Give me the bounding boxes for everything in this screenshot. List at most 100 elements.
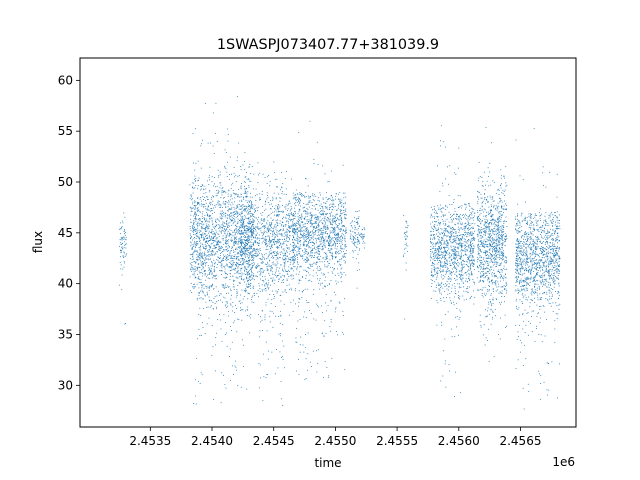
data-point (245, 267, 247, 269)
data-point (341, 202, 343, 204)
data-point (449, 280, 451, 282)
data-point (261, 190, 263, 192)
data-point (213, 275, 215, 277)
data-point (208, 220, 210, 222)
data-point (279, 223, 281, 225)
data-point (307, 229, 309, 231)
data-point (217, 189, 219, 191)
data-point (200, 203, 202, 205)
data-point (466, 242, 468, 244)
data-point (295, 273, 297, 275)
data-point (405, 247, 407, 249)
data-point (309, 223, 311, 225)
data-point (285, 208, 287, 210)
data-point (299, 226, 301, 228)
data-point (284, 225, 286, 227)
data-point (354, 232, 356, 234)
data-point (192, 269, 194, 271)
data-point (229, 216, 231, 218)
data-point (254, 211, 255, 213)
data-point (309, 309, 311, 311)
data-point (253, 173, 255, 175)
data-point (298, 279, 300, 281)
data-point (329, 242, 331, 244)
data-point (250, 248, 252, 250)
data-point (407, 225, 409, 227)
data-point (246, 211, 248, 213)
data-point (201, 322, 203, 324)
data-point (344, 235, 346, 237)
data-point (242, 164, 244, 166)
data-point (212, 195, 214, 197)
data-point (220, 402, 222, 404)
data-point (226, 226, 228, 228)
data-point (225, 265, 227, 267)
data-point (214, 232, 216, 234)
data-point (250, 173, 252, 175)
data-point (279, 220, 281, 222)
data-point (322, 249, 324, 251)
data-point (339, 259, 341, 261)
data-point (211, 217, 213, 219)
data-point (317, 278, 319, 280)
data-point (310, 211, 312, 213)
data-point (195, 229, 197, 231)
data-point (299, 201, 301, 203)
data-point (317, 219, 319, 221)
data-point (208, 225, 210, 227)
data-point (299, 230, 301, 232)
data-point (334, 232, 336, 234)
data-point (209, 202, 211, 204)
data-point (448, 278, 450, 280)
data-point (197, 215, 199, 217)
data-point (191, 199, 193, 201)
data-point (432, 231, 434, 233)
data-point (303, 234, 305, 236)
data-point (319, 288, 321, 290)
data-point (317, 258, 319, 260)
data-point (314, 216, 316, 218)
data-point (206, 238, 208, 240)
data-point (276, 231, 278, 233)
data-point (302, 276, 304, 277)
data-point (356, 247, 358, 249)
data-point (300, 221, 302, 223)
data-point (290, 214, 292, 216)
data-point (282, 248, 284, 250)
data-point (333, 269, 335, 271)
data-point (231, 341, 233, 343)
data-point (460, 252, 462, 254)
data-point (239, 253, 241, 255)
data-point (239, 300, 241, 302)
data-point (236, 194, 238, 196)
data-point (473, 264, 475, 266)
data-point (268, 231, 270, 233)
data-point (217, 224, 219, 226)
data-point (124, 244, 126, 246)
data-point (274, 241, 276, 243)
data-point (223, 296, 225, 298)
data-point (222, 266, 224, 268)
data-point (265, 249, 267, 251)
data-point (286, 214, 288, 216)
data-point (241, 200, 243, 202)
data-point (189, 253, 191, 255)
data-point (217, 243, 219, 245)
data-point (237, 385, 239, 387)
data-point (220, 210, 222, 212)
data-point (240, 225, 242, 227)
data-point (199, 219, 201, 221)
data-point (240, 242, 242, 244)
data-point (336, 217, 338, 219)
data-point (224, 228, 226, 230)
data-point (265, 258, 267, 260)
data-point (337, 233, 339, 235)
data-point (306, 261, 308, 263)
data-point (357, 222, 359, 224)
data-point (317, 234, 319, 236)
data-point (220, 293, 222, 295)
data-point (269, 239, 271, 241)
data-point (240, 236, 242, 238)
data-point (357, 232, 359, 234)
